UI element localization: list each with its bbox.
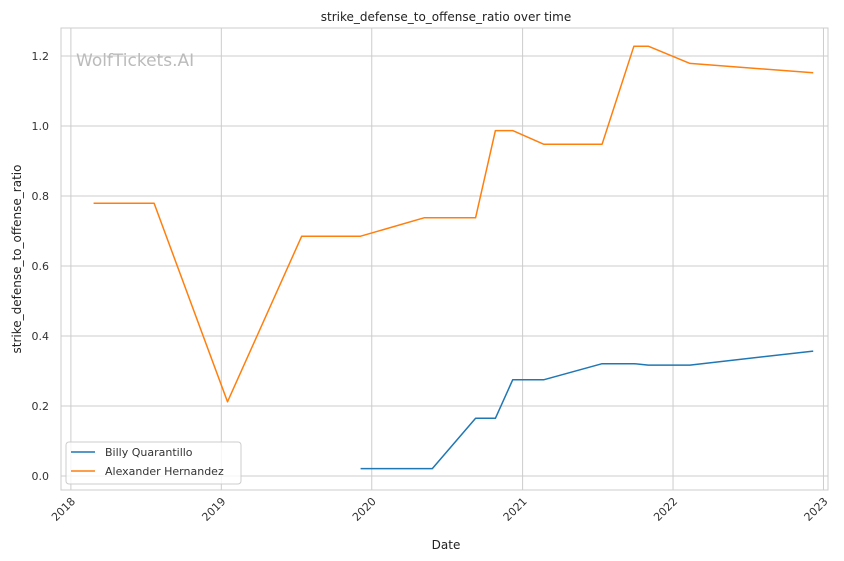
x-tick-label: 2018: [49, 495, 78, 524]
y-tick-label: 1.0: [32, 120, 50, 133]
y-tick-label: 0.0: [32, 470, 50, 483]
series-line-alexander-hernandez: [93, 45, 814, 403]
y-tick-label: 0.6: [32, 260, 50, 273]
x-axis-ticks: 2018 2019 2020 2021 2022 2023: [49, 495, 831, 524]
grid: [61, 28, 828, 490]
x-tick-label: 2021: [501, 495, 530, 524]
y-tick-label: 0.4: [32, 330, 50, 343]
legend-label-billy-quarantillo: Billy Quarantillo: [105, 446, 193, 459]
plot-frame: [60, 27, 829, 491]
legend-box: [65, 441, 242, 485]
y-tick-label: 0.8: [32, 190, 50, 203]
x-tick-label: 2020: [350, 495, 379, 524]
watermark: WolfTickets.AI: [76, 51, 194, 71]
y-tick-label: 0.2: [32, 400, 50, 413]
x-tick-label: 2023: [802, 495, 831, 524]
x-tick-label: 2022: [651, 495, 680, 524]
y-axis-label: strike_defense_to_offense_ratio: [10, 165, 24, 354]
series-lines: [93, 45, 814, 470]
y-tick-label: 1.2: [32, 50, 50, 63]
legend-label-alexander-hernandez: Alexander Hernandez: [105, 465, 224, 478]
legend: Billy Quarantillo Alexander Hernandez: [65, 441, 242, 485]
x-axis-label: Date: [432, 538, 461, 552]
x-tick-label: 2019: [199, 495, 228, 524]
chart-title: strike_defense_to_offense_ratio over tim…: [321, 10, 571, 24]
series-line-billy-quarantillo: [360, 350, 814, 470]
y-axis-ticks: 0.0 0.2 0.4 0.6 0.8 1.0 1.2: [32, 50, 50, 483]
